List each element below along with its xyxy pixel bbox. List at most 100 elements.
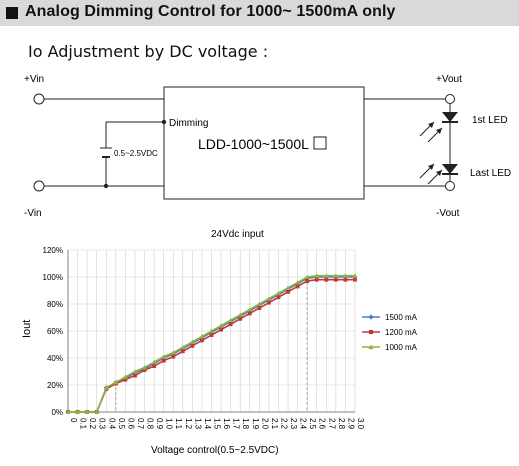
data-point xyxy=(209,333,214,337)
data-point xyxy=(152,364,157,369)
legend-label: 1500 mA xyxy=(385,313,418,322)
x-tick-label: 0.1 xyxy=(79,418,88,430)
data-point xyxy=(238,316,243,321)
vout-plus-label: +Vout xyxy=(436,74,462,85)
data-point xyxy=(170,350,176,355)
data-point xyxy=(286,289,290,294)
section-header: Analog Dimming Control for 1000~ 1500mA … xyxy=(0,0,519,26)
data-point xyxy=(103,385,109,390)
data-point xyxy=(266,300,271,305)
x-tick-label: 1.7 xyxy=(232,418,241,430)
data-point xyxy=(199,334,205,339)
data-point xyxy=(65,409,71,414)
data-point xyxy=(113,379,119,385)
data-point xyxy=(75,409,80,414)
vin-plus-label: +Vin xyxy=(24,74,44,85)
data-point xyxy=(209,328,214,333)
data-point xyxy=(353,277,357,282)
header-square-icon xyxy=(6,7,18,19)
data-point xyxy=(189,339,195,344)
data-point xyxy=(133,373,137,378)
x-tick-label: 1.5 xyxy=(213,418,222,430)
x-tick-label: 0.7 xyxy=(136,418,145,430)
module-checkbox-icon xyxy=(313,136,327,150)
x-tick-label: 2.5 xyxy=(308,418,317,430)
x-tick-label: 1.8 xyxy=(241,418,250,430)
data-point xyxy=(295,280,300,285)
vin-minus-terminal xyxy=(33,180,45,192)
data-point xyxy=(247,307,253,312)
x-tick-label: 1.0 xyxy=(165,418,174,430)
y-tick-label: 0% xyxy=(51,408,63,417)
data-point xyxy=(276,290,281,296)
subheading: Io Adjustment by DC voltage : xyxy=(28,42,269,61)
junction-dot xyxy=(103,183,109,189)
data-point xyxy=(151,359,157,364)
data-point xyxy=(237,312,243,317)
data-point xyxy=(266,296,272,301)
x-tick-label: 2.6 xyxy=(318,418,327,430)
data-point xyxy=(218,323,224,328)
data-point xyxy=(180,344,186,350)
x-tick-label: 2.1 xyxy=(270,418,279,430)
data-point xyxy=(352,273,358,278)
x-tick-label: 1.9 xyxy=(251,418,260,430)
module-label: LDD-1000~1500L xyxy=(198,136,309,152)
dimming-label: Dimming xyxy=(169,118,208,129)
legend-marker xyxy=(368,344,374,350)
x-tick-label: 0.8 xyxy=(146,418,155,430)
data-point xyxy=(94,409,100,414)
data-point xyxy=(256,301,262,306)
x-axis-label: Voltage control(0.5~2.5VDC) xyxy=(151,445,279,456)
legend-label: 1200 mA xyxy=(385,328,418,337)
data-point xyxy=(171,354,176,359)
section-title: Analog Dimming Control for 1000~ 1500mA … xyxy=(25,3,396,20)
data-point xyxy=(200,338,204,343)
data-point xyxy=(161,354,167,359)
data-point xyxy=(123,377,128,382)
dimming-chart: 24Vdc input 0%20%40%60%80%100%120% 0 0.1 0… xyxy=(21,229,418,456)
data-point xyxy=(180,349,185,354)
x-tick-label: 0.4 xyxy=(107,418,116,430)
vin-plus-terminal xyxy=(33,93,45,105)
y-tick-label: 60% xyxy=(47,327,63,336)
x-tick-label: 1.1 xyxy=(174,418,183,430)
data-point xyxy=(257,306,262,310)
x-tick-label: 1.3 xyxy=(193,418,202,430)
wiring-schematic: +Vin -Vin +Vout -Vout Dimming 0.5~2.5VDC… xyxy=(24,74,511,219)
x-tick-label: 3.0 xyxy=(356,418,365,430)
data-point xyxy=(333,277,338,282)
data-point xyxy=(333,273,339,278)
y-tick-label: 100% xyxy=(43,273,63,282)
vout-minus-label: -Vout xyxy=(436,208,460,219)
y-tick-label: 80% xyxy=(47,300,63,309)
data-point xyxy=(190,343,195,348)
data-point xyxy=(84,409,90,414)
control-voltage-label: 0.5~2.5VDC xyxy=(114,149,158,158)
dimming-pin-dot xyxy=(161,119,167,125)
x-tick-label: 1.6 xyxy=(222,418,231,430)
x-tick-label: 0.5 xyxy=(117,418,126,430)
data-point xyxy=(295,284,300,289)
x-tick-label: 2.3 xyxy=(289,418,298,430)
data-point xyxy=(132,369,138,374)
x-tick-label: 0.2 xyxy=(88,418,97,430)
legend-marker xyxy=(368,329,374,335)
data-point xyxy=(343,277,348,282)
x-tick-label: 2.4 xyxy=(299,418,308,430)
data-point xyxy=(123,374,128,379)
x-tick-label: 1.4 xyxy=(203,418,212,430)
data-point xyxy=(161,358,166,363)
data-point xyxy=(324,277,329,282)
data-point xyxy=(142,365,147,370)
legend-label: 1000 mA xyxy=(385,343,418,352)
data-point xyxy=(304,274,310,279)
x-tick-label: 0 xyxy=(69,418,78,423)
x-tick-label: 1.2 xyxy=(184,418,193,430)
first-led-icon xyxy=(419,112,458,143)
y-tick-label: 20% xyxy=(47,381,63,390)
x-tick-label: 2.9 xyxy=(346,418,355,430)
x-tick-label: 2.0 xyxy=(260,418,269,430)
vout-plus-terminal xyxy=(445,94,455,104)
data-point xyxy=(276,295,281,300)
